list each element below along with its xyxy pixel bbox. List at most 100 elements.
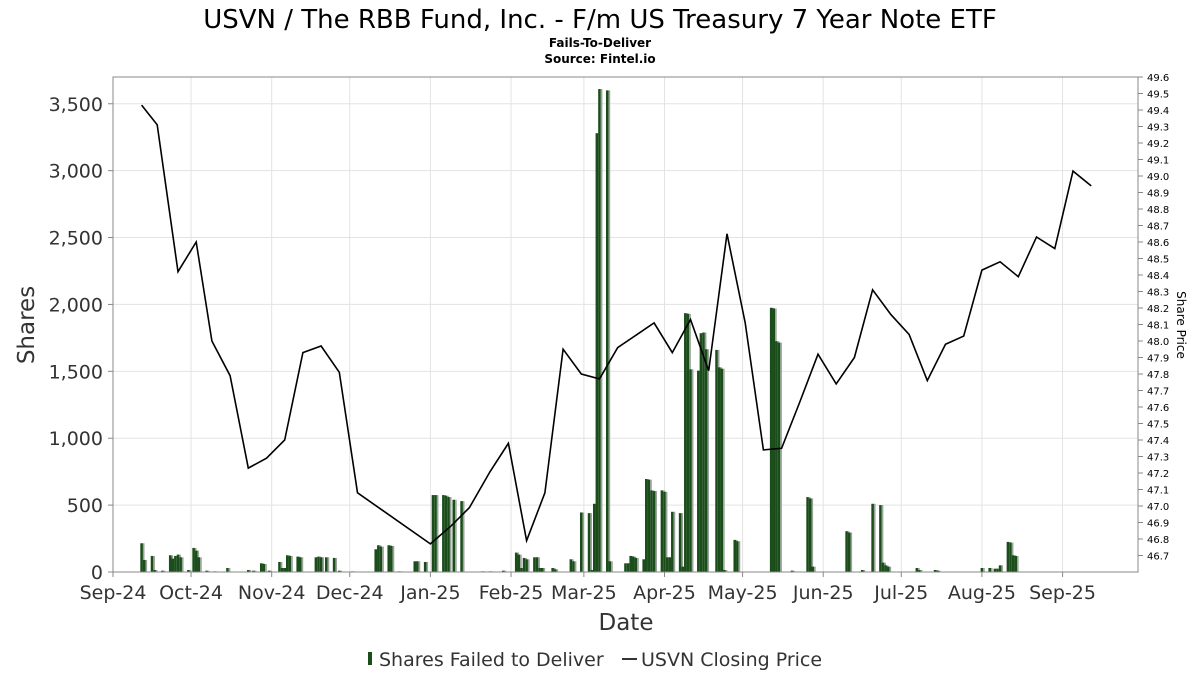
ftd-bar-shade bbox=[301, 557, 304, 572]
ftd-bar-shade bbox=[163, 570, 166, 572]
x-tick-label: May-25 bbox=[708, 582, 778, 604]
y2-tick-label: 47.0 bbox=[1147, 502, 1169, 513]
ftd-bar bbox=[1011, 555, 1015, 572]
ftd-bar-shade bbox=[723, 368, 725, 572]
ftd-bar-shade bbox=[725, 569, 728, 572]
y2-tick-label: 48.9 bbox=[1147, 189, 1169, 200]
ftd-bar-shade bbox=[327, 557, 330, 572]
ftd-bar bbox=[689, 369, 692, 572]
ftd-bar-shade bbox=[254, 570, 257, 572]
ftd-bar bbox=[642, 559, 646, 572]
chart-title: USVN / The RBB Fund, Inc. - F/m US Treas… bbox=[203, 5, 997, 35]
ftd-bar-shade bbox=[142, 543, 145, 572]
y-tick-label: 3,000 bbox=[49, 161, 103, 183]
ftd-bar-shade bbox=[873, 503, 876, 572]
y2-tick-label: 47.6 bbox=[1147, 403, 1169, 414]
x-tick-label: Apr-25 bbox=[633, 582, 696, 604]
x-tick-label: Aug-25 bbox=[948, 582, 1016, 604]
ftd-bar bbox=[650, 490, 653, 572]
ftd-bar bbox=[150, 555, 154, 572]
ftd-bar bbox=[262, 563, 266, 572]
ftd-bar bbox=[288, 555, 292, 572]
ftd-bar bbox=[702, 332, 705, 572]
ftd-bar bbox=[551, 567, 554, 572]
price-line bbox=[140, 104, 1092, 545]
ftd-bar bbox=[520, 567, 523, 572]
ftd-bar bbox=[226, 567, 229, 572]
ftd-bar bbox=[645, 479, 648, 572]
ftd-bar bbox=[325, 557, 328, 572]
ftd-bar bbox=[431, 495, 435, 572]
ftd-bar-shade bbox=[145, 559, 148, 572]
ftd-bar bbox=[993, 568, 997, 572]
ftd-bar-shade bbox=[249, 569, 252, 572]
ftd-bar-shade bbox=[590, 513, 592, 572]
grid-lines bbox=[112, 77, 1138, 572]
y-tick-label: 1,000 bbox=[49, 428, 103, 450]
y-tick-label: 500 bbox=[67, 495, 103, 517]
y2-tick-label: 48.4 bbox=[1147, 271, 1169, 282]
ftd-bar bbox=[772, 308, 776, 572]
ftd-bar bbox=[514, 552, 518, 572]
y2-axis-ticks: 46.7 46.8 46.9 47.0 47.1 47.2 47.3 47.4 47.5 47.6… bbox=[1138, 73, 1169, 563]
ftd-bar bbox=[452, 499, 456, 572]
ftd-bar-shade bbox=[991, 567, 993, 572]
y2-tick-label: 47.3 bbox=[1147, 453, 1169, 464]
ftd-bar bbox=[806, 497, 809, 572]
ftd-bar-shade bbox=[527, 559, 530, 572]
ftd-bar bbox=[720, 368, 724, 572]
ftd-bar bbox=[933, 569, 937, 572]
ftd-bar bbox=[634, 557, 638, 572]
ftd-bar bbox=[444, 495, 448, 572]
ftd-bar bbox=[988, 567, 992, 572]
ftd-bar-shade bbox=[655, 491, 658, 572]
ftd-bar bbox=[140, 543, 143, 572]
ftd-bar bbox=[775, 341, 778, 572]
y2-tick-label: 48.5 bbox=[1147, 255, 1169, 266]
ftd-bar bbox=[663, 491, 666, 572]
ftd-bar bbox=[319, 557, 323, 572]
y2-axis-label: Share Price bbox=[1174, 291, 1188, 359]
ftd-bar bbox=[194, 550, 198, 572]
ftd-bar bbox=[296, 556, 300, 572]
ftd-bar bbox=[668, 557, 672, 572]
ftd-bar bbox=[996, 568, 999, 572]
ftd-bar bbox=[811, 566, 815, 572]
y2-tick-label: 46.8 bbox=[1147, 535, 1169, 546]
ftd-bar-shade bbox=[392, 545, 395, 572]
ftd-bar-shade bbox=[426, 561, 429, 572]
ftd-bar bbox=[624, 563, 627, 572]
chart-source: Source: Fintel.io bbox=[544, 52, 655, 66]
y-tick-label: 3,500 bbox=[49, 94, 103, 116]
y2-tick-label: 48.2 bbox=[1147, 304, 1169, 315]
chart-subtitle: Fails-To-Deliver bbox=[549, 36, 651, 50]
ftd-bar-shade bbox=[455, 499, 457, 572]
ftd-bar bbox=[915, 567, 919, 572]
ftd-bar bbox=[299, 557, 302, 572]
ftd-bar-shade bbox=[543, 567, 546, 572]
ftd-bar-shade bbox=[611, 561, 613, 572]
y2-tick-label: 48.7 bbox=[1147, 222, 1169, 233]
ftd-bar bbox=[590, 569, 593, 572]
ftd-bar-shade bbox=[556, 569, 559, 572]
y2-tick-label: 46.9 bbox=[1147, 519, 1169, 530]
ftd-bar bbox=[871, 503, 874, 572]
ftd-bar bbox=[704, 349, 708, 572]
ftd-bar-shade bbox=[189, 569, 192, 572]
ftd-bar bbox=[1014, 555, 1018, 572]
ftd-bar bbox=[769, 307, 773, 572]
ftd-bar bbox=[980, 567, 984, 572]
ftd-bar bbox=[413, 561, 417, 572]
y2-tick-label: 47.8 bbox=[1147, 370, 1169, 381]
ftd-bar bbox=[390, 545, 393, 572]
ftd-bar bbox=[660, 490, 664, 572]
ftd-bar-shade bbox=[738, 541, 741, 572]
y2-tick-label: 47.4 bbox=[1147, 436, 1169, 447]
ftd-bar bbox=[918, 569, 921, 572]
ftd-bar-shade bbox=[811, 498, 814, 572]
ftd-bar-shade bbox=[1001, 565, 1004, 572]
ftd-bar bbox=[161, 570, 164, 572]
ftd-bar bbox=[192, 547, 195, 572]
ftd-bar-shade bbox=[793, 570, 795, 572]
